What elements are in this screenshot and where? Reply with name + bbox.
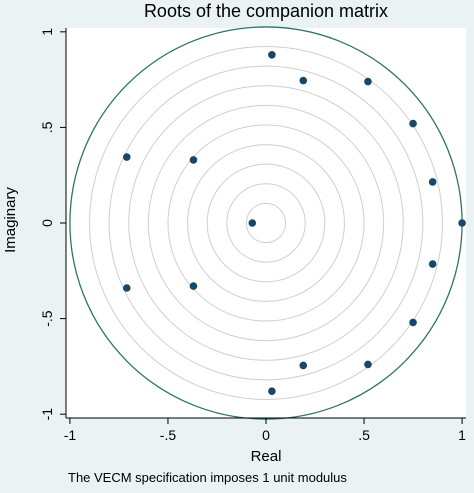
- y-ticks: 1 .5 0 -.5 -1: [39, 28, 66, 421]
- x-tick-label: -.5: [160, 427, 177, 443]
- root-point: [189, 282, 198, 290]
- chart-note: The VECM specification imposes 1 unit mo…: [68, 470, 347, 485]
- x-axis-label: Real: [251, 448, 282, 465]
- plot-area: [66, 28, 466, 418]
- root-point: [428, 178, 437, 186]
- reference-circle: [187, 144, 345, 302]
- reference-circle: [89, 46, 443, 400]
- y-tick-label: .5: [39, 121, 55, 133]
- root-point: [364, 360, 372, 369]
- root-point: [458, 219, 466, 227]
- x-ticks: -1 -.5 0 .5 1: [64, 418, 466, 443]
- y-tick-label: -1: [39, 408, 55, 421]
- x-tick-label: 1: [458, 427, 466, 443]
- reference-circle: [245, 202, 287, 244]
- root-point: [409, 119, 417, 128]
- reference-circle: [226, 183, 306, 263]
- root-point: [364, 77, 372, 86]
- x-tick-label: 0: [262, 427, 270, 443]
- root-point: [409, 318, 417, 327]
- root-point: [248, 219, 257, 227]
- root-point: [268, 50, 276, 59]
- reference-circles: [89, 46, 443, 400]
- x-tick-label: .5: [358, 427, 370, 443]
- y-tick-label: 1: [39, 28, 55, 36]
- reference-circle: [206, 163, 326, 283]
- reference-circle: [147, 104, 385, 342]
- root-point: [189, 156, 198, 164]
- root-point: [122, 153, 131, 161]
- chart-title: Roots of the companion matrix: [144, 1, 388, 21]
- root-point: [428, 260, 437, 268]
- x-tick-label: -1: [64, 427, 77, 443]
- reference-circle: [128, 85, 404, 361]
- root-point: [299, 76, 308, 85]
- root-point: [268, 387, 276, 396]
- reference-circle: [108, 65, 424, 381]
- reference-circle: [167, 124, 365, 322]
- root-point: [299, 361, 308, 370]
- y-tick-label: -.5: [39, 310, 55, 327]
- axes: -1 -.5 0 .5 1 1 .5 0 -.5 -1: [39, 28, 466, 443]
- root-points: [122, 50, 466, 396]
- root-point: [122, 284, 131, 292]
- y-tick-label: 0: [39, 219, 55, 227]
- y-axis-label: Imaginary: [2, 187, 19, 253]
